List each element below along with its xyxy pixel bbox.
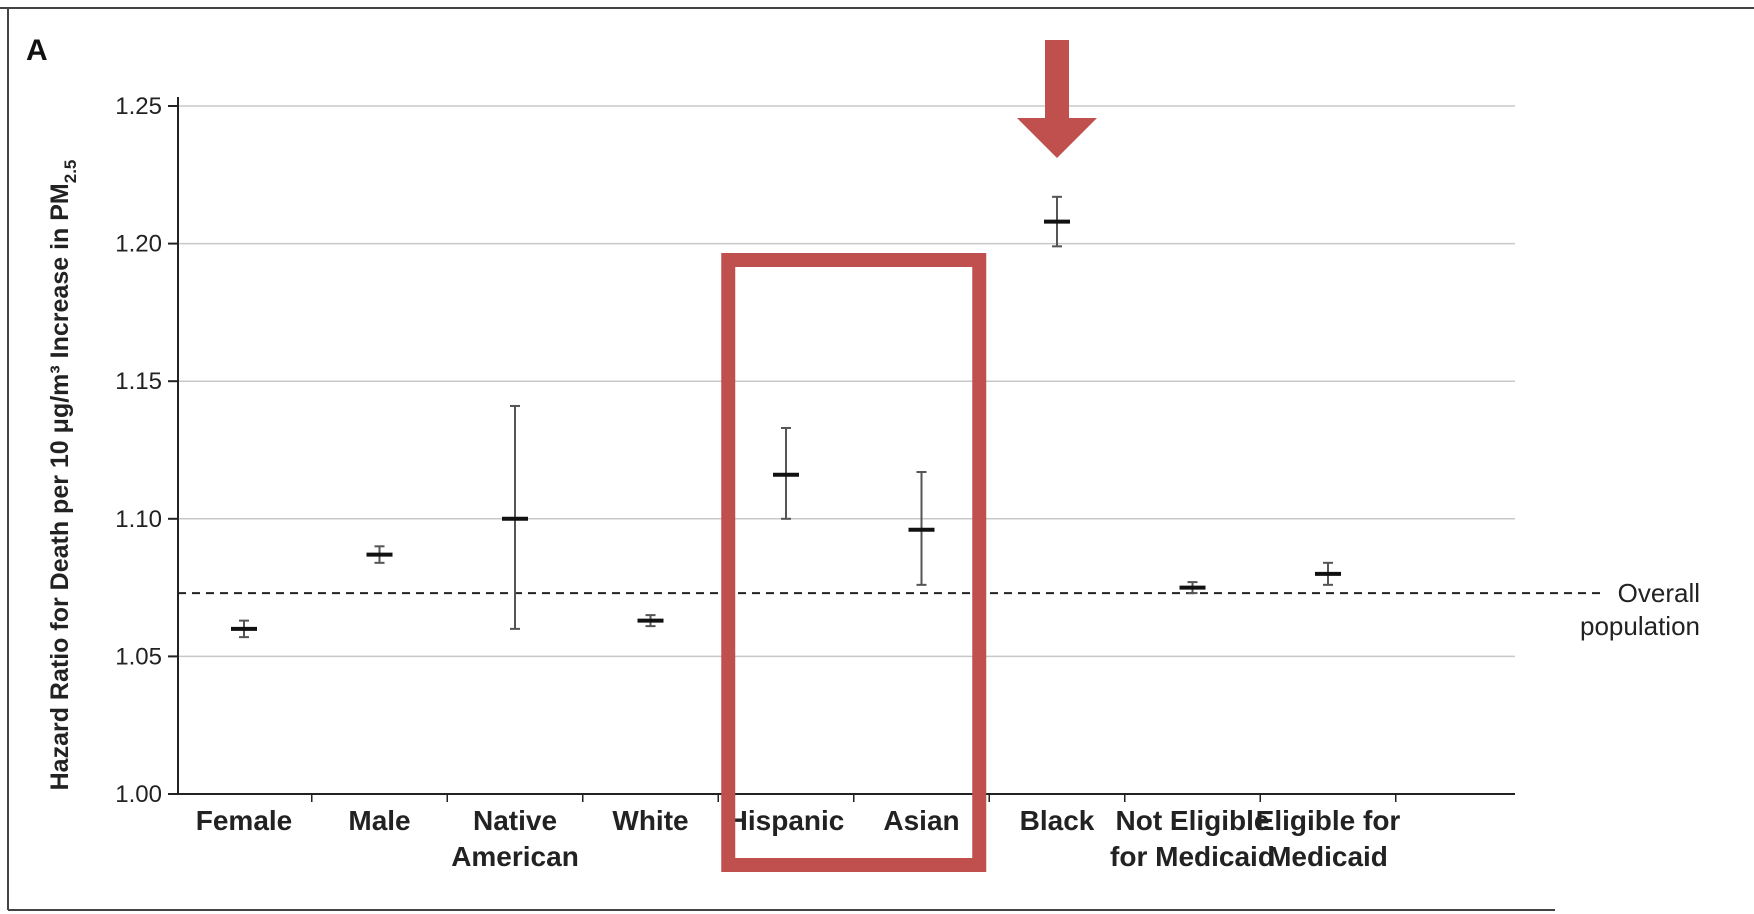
gridlines bbox=[178, 105, 1515, 658]
category-label-8-1: Medicaid bbox=[1268, 841, 1388, 872]
reference-line-label-0: Overall bbox=[1618, 578, 1700, 608]
error-bar-eligible-for-medicaid bbox=[1315, 561, 1341, 586]
error-bar-hispanic bbox=[773, 426, 799, 520]
category-label-3-0: White bbox=[612, 805, 688, 836]
error-bar-female bbox=[231, 619, 257, 639]
category-labels: Female Male Native American White Hispanic Asi… bbox=[196, 805, 1401, 872]
y-axis-label: Hazard Ratio for Death per 10 μg/m³ Incr… bbox=[46, 160, 80, 791]
category-label-6-0: Black bbox=[1020, 805, 1095, 836]
y-tick-label-2: 1.10 bbox=[115, 506, 162, 533]
y-axis-label-subscript: 2.5 bbox=[61, 160, 80, 184]
error-bar-black bbox=[1044, 195, 1070, 248]
category-label-7-1: for Medicaid bbox=[1110, 841, 1275, 872]
y-tick-label-5: 1.25 bbox=[115, 93, 162, 120]
highlight-box bbox=[721, 253, 987, 872]
error-bar-white bbox=[637, 614, 664, 628]
error-bar-asian bbox=[908, 471, 935, 586]
category-label-2-1: American bbox=[451, 841, 579, 872]
category-label-1-0: Male bbox=[348, 805, 410, 836]
y-tick-label-4: 1.20 bbox=[115, 231, 162, 258]
error-bars bbox=[231, 195, 1341, 639]
y-tick-labels: 1.00 1.05 1.10 1.15 1.20 1.25 bbox=[115, 93, 1397, 808]
error-bar-not-eligible-for-medicaid bbox=[1179, 581, 1206, 595]
y-tick-label-0: 1.00 bbox=[115, 781, 162, 808]
category-label-0-0: Female bbox=[196, 805, 293, 836]
panel-label: A bbox=[26, 34, 48, 67]
category-label-5-0: Asian bbox=[883, 805, 959, 836]
error-bar-male bbox=[366, 545, 393, 564]
y-tick-label-3: 1.15 bbox=[115, 368, 162, 395]
reference-line-label-1: population bbox=[1580, 611, 1700, 641]
error-bar-native-american bbox=[502, 404, 528, 630]
annotations bbox=[721, 40, 1097, 872]
category-label-4-0: Hispanic bbox=[728, 805, 845, 836]
arrow-icon bbox=[1017, 40, 1097, 158]
category-label-8-0: Eligible for bbox=[1256, 805, 1401, 836]
category-label-7-0: Not Eligible bbox=[1116, 805, 1270, 836]
category-label-2-0: Native bbox=[473, 805, 557, 836]
y-axis-label-main: Hazard Ratio for Death per 10 μg/m³ Incr… bbox=[46, 183, 74, 790]
y-tick-label-1: 1.05 bbox=[115, 643, 162, 670]
